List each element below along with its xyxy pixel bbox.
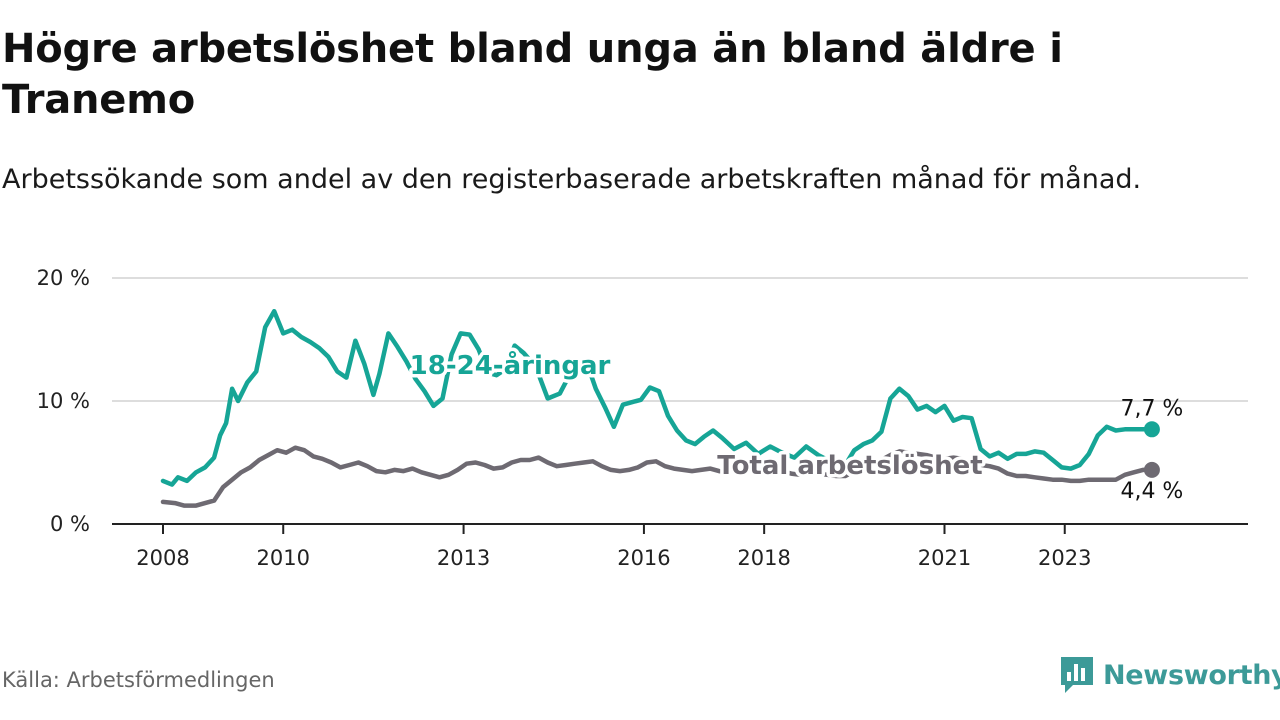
brand-logo[interactable]: Newsworthy [1059, 655, 1280, 695]
y-tick-label: 10 % [37, 389, 90, 413]
youth-end-marker [1143, 421, 1160, 438]
grid-layer [112, 277, 1248, 534]
youth-series-line [160, 308, 1155, 487]
total-end-label: 4,4 % [1120, 479, 1183, 504]
x-tick-label: 2008 [136, 546, 189, 570]
x-tick-label: 2018 [737, 546, 790, 570]
series-layer [160, 308, 1160, 508]
x-tick-label: 2023 [1038, 546, 1091, 570]
y-tick-label: 0 % [50, 512, 90, 536]
youth-series-label: 18-24-åringar [410, 349, 611, 381]
total-series-label: Total arbetslöshet [717, 451, 982, 481]
x-tick-label: 2016 [617, 546, 670, 570]
brand-name: Newsworthy [1103, 659, 1280, 691]
x-tick-label: 2013 [437, 546, 490, 570]
source-note: Källa: Arbetsförmedlingen [2, 668, 275, 692]
chart-subtitle: Arbetssökande som andel av den registerb… [2, 164, 1142, 195]
newsworthy-logo-icon [1061, 657, 1093, 693]
x-tick-label: 2021 [918, 546, 971, 570]
chart-title: Högre arbetslöshet bland unga än bland ä… [2, 26, 1063, 123]
y-tick-label: 20 % [37, 266, 90, 290]
x-tick-label: 2010 [257, 546, 310, 570]
total-end-marker [1143, 461, 1160, 478]
total-series-line [160, 445, 1155, 508]
line-chart: 0 % 10 % 20 % 2008 2010 2013 2016 2018 2021 2023 7… [37, 266, 1248, 570]
youth-end-label: 7,7 % [1120, 396, 1183, 421]
label-layer: 0 % 10 % 20 % 2008 2010 2013 2016 2018 2021 2023 7… [37, 266, 1184, 570]
